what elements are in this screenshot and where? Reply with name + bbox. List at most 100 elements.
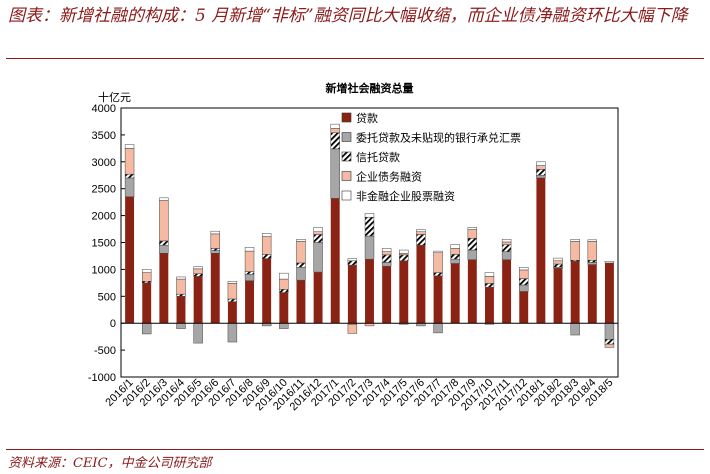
bar-bonds-2016/8 (244, 250, 255, 272)
bar-loans-2016/4 (176, 296, 186, 324)
bar-equity-2017/10 (484, 272, 495, 277)
bar-trust-2016/12 (313, 234, 323, 243)
bar-trust-2017/3 (364, 216, 375, 237)
bar-bonds-2017/11 (501, 241, 512, 245)
bar-loans-2017/8 (450, 263, 460, 324)
bar-loans-2016/2 (142, 282, 152, 324)
bar-loans-2016/11 (296, 280, 306, 324)
bar-trust-2016/3 (159, 240, 169, 246)
bar-entrusted-2018/4 (587, 262, 597, 265)
bar-equity-2016/8 (244, 247, 255, 252)
bar-entrusted-2017/11 (501, 251, 512, 260)
chart-title: 新增社会融资总量 (326, 81, 414, 95)
bar-loans-2016/6 (210, 253, 220, 324)
page-title: 图表：新增社融的构成：5 月新增“非标”融资同比大幅收缩，而企业债净融资环比大幅… (8, 6, 688, 26)
bar-loans-2018/5 (604, 262, 614, 324)
bar-loans-2017/6 (416, 245, 426, 324)
bar-loans-2016/1 (125, 196, 135, 324)
bar-equity-2016/11 (296, 239, 306, 242)
bar-equity-2016/1 (124, 144, 135, 149)
legend-swatch-bonds (341, 171, 352, 181)
bar-equity-2017/9 (467, 227, 478, 230)
bar-loans-2018/1 (536, 177, 546, 324)
bar-equity-2017/6 (416, 229, 426, 232)
bar-trust-2017/6 (416, 234, 426, 246)
bar-equity-2016/10 (279, 272, 289, 280)
bar-bonds-2018/5 (604, 343, 615, 348)
bar-equity-2016/6 (210, 230, 220, 235)
bar-bonds-2016/3 (159, 200, 169, 242)
bar-bonds-2017/4 (381, 251, 392, 256)
bar-loans-2017/5 (399, 260, 409, 324)
bar-trust-2017/1 (330, 132, 340, 150)
legend-swatch-trust (341, 151, 352, 162)
legend-label-bonds: 企业债务融资 (356, 170, 422, 184)
bar-trust-2016/7 (227, 298, 238, 302)
bar-entrusted-2016/3 (159, 244, 169, 254)
bar-loans-2017/2 (347, 265, 357, 324)
bar-entrusted-2017/1 (330, 148, 340, 199)
bar-bonds-2017/1 (330, 128, 340, 133)
bar-entrusted-2017/9 (467, 249, 478, 260)
legend-label-loans: 贷款 (356, 111, 378, 125)
legend-label-equity: 非金融企业股票融资 (356, 189, 455, 203)
bar-equity-2016/5 (193, 266, 203, 270)
bar-entrusted-2018/1 (536, 175, 546, 179)
bar-equity-2017/8 (450, 244, 460, 249)
source-note: 资料来源：CEIC，中金公司研究部 (8, 456, 212, 471)
bar-loans-2017/11 (502, 259, 512, 324)
bar-entrusted-2018/3 (570, 322, 580, 336)
bar-trust-2016/6 (210, 248, 220, 251)
bar-loans-2016/10 (279, 292, 289, 324)
bar-equity-2016/7 (227, 280, 238, 284)
bar-entrusted-2016/11 (296, 266, 306, 281)
bar-bonds-2017/12 (519, 269, 529, 279)
bar-entrusted-2016/2 (142, 322, 152, 335)
bar-trust-2018/2 (553, 263, 563, 268)
y-tick-label: 2000 (92, 211, 116, 223)
footer-divider (6, 449, 704, 450)
bar-equity-2016/3 (159, 197, 169, 201)
bar-bonds-2017/7 (433, 252, 443, 273)
bar-equity-2017/3 (364, 213, 375, 218)
bar-entrusted-2017/3 (364, 235, 375, 260)
bar-loans-2017/7 (433, 275, 443, 324)
bar-trust-2017/5 (399, 254, 409, 262)
bar-trust-2016/5 (193, 273, 203, 277)
bar-entrusted-2016/1 (124, 177, 135, 198)
legend-swatch-equity (341, 190, 352, 201)
bar-entrusted-2016/8 (244, 273, 255, 281)
bar-trust-2017/8 (450, 254, 460, 260)
bar-equity-2017/1 (330, 123, 340, 129)
bar-entrusted-2016/10 (279, 322, 289, 329)
bar-loans-2016/7 (227, 301, 237, 324)
bar-equity-2016/9 (261, 233, 272, 237)
bar-loans-2017/12 (519, 291, 529, 324)
bar-equity-2017/5 (399, 249, 409, 254)
bar-bonds-2018/1 (536, 165, 546, 170)
bar-trust-2016/4 (176, 293, 186, 297)
y-tick-label: 2500 (92, 184, 116, 196)
bar-trust-2017/11 (501, 244, 512, 252)
bar-trust-2017/2 (347, 260, 358, 266)
bar-trust-2016/9 (261, 254, 272, 259)
bar-loans-2016/8 (245, 280, 254, 324)
bar-equity-2017/2 (347, 258, 358, 262)
bar-loans-2016/12 (313, 272, 323, 324)
bar-entrusted-2017/7 (433, 322, 443, 334)
bar-bonds-2017/8 (450, 248, 460, 255)
bar-trust-2017/9 (467, 237, 478, 251)
bar-loans-2016/9 (262, 258, 272, 324)
bar-trust-2016/11 (296, 262, 306, 268)
bar-entrusted-2016/12 (313, 242, 323, 273)
bar-equity-2018/3 (570, 239, 580, 242)
bar-equity-2018/5 (604, 261, 615, 264)
bar-bonds-2018/2 (553, 260, 563, 265)
bar-loans-2017/10 (485, 287, 494, 324)
bar-entrusted-2016/5 (193, 322, 203, 344)
y-axis-unit: 十亿元 (98, 90, 131, 104)
bar-bonds-2017/9 (467, 229, 478, 239)
y-tick-label: 0 (110, 318, 116, 330)
bar-entrusted-2018/5 (604, 322, 615, 340)
